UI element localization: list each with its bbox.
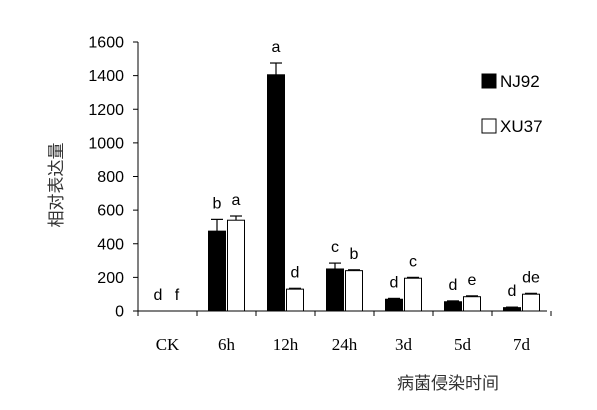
significance-label: d (390, 274, 399, 291)
x-axis-title: 病菌侵染时间 (397, 374, 499, 394)
legend-swatch (481, 73, 497, 89)
y-tick-label: 400 (97, 236, 124, 253)
y-axis-title: 相对表达量 (47, 143, 67, 228)
category-label: 12h (273, 335, 299, 354)
bar-xu37 (404, 277, 422, 312)
significance-label: a (232, 192, 241, 209)
legend-label: NJ92 (500, 72, 540, 91)
y-tick-label: 1400 (88, 68, 124, 85)
significance-label: d (291, 264, 300, 281)
bar-nj92 (385, 298, 403, 312)
significance-label: f (175, 287, 180, 304)
significance-label: de (522, 269, 540, 286)
significance-label: e (468, 272, 477, 289)
significance-label: b (213, 195, 222, 212)
category-label: CK (156, 335, 180, 354)
bar-xu37 (227, 219, 245, 312)
significance-label: d (154, 287, 163, 304)
y-tick-label: 1600 (88, 35, 124, 52)
significance-label: c (409, 253, 417, 270)
category-label: 24h (332, 335, 358, 354)
category-label: 5d (454, 335, 472, 354)
significance-label: a (272, 39, 281, 56)
bar-nj92 (503, 307, 521, 312)
significance-label: b (350, 246, 359, 263)
significance-label: d (449, 277, 458, 294)
bar-nj92 (267, 74, 285, 312)
significance-label: c (331, 239, 339, 256)
bar-nj92 (208, 230, 226, 312)
significance-label: d (508, 283, 517, 300)
y-tick-label: 600 (97, 203, 124, 220)
category-label: 3d (395, 335, 413, 354)
bars (208, 62, 540, 312)
bar-xu37 (463, 296, 481, 312)
bar-xu37 (522, 293, 540, 312)
axes: 0 200 400 600 800 1000 1200 1400 1600 (88, 35, 552, 321)
legend-swatch (481, 118, 497, 134)
category-label: 6h (218, 335, 236, 354)
bar-xu37 (345, 270, 363, 312)
y-tick-label: 800 (97, 169, 124, 186)
y-tick-label: 200 (97, 270, 124, 287)
y-tick-label: 1000 (88, 135, 124, 152)
bar-nj92 (444, 301, 462, 312)
y-tick-label: 0 (115, 304, 124, 321)
bar-xu37 (286, 288, 304, 312)
legend: NJ92 XU37 (481, 72, 543, 136)
y-tick-label: 1200 (88, 102, 124, 119)
category-label: 7d (513, 335, 531, 354)
legend-label: XU37 (500, 117, 543, 136)
bar-nj92 (326, 268, 344, 312)
